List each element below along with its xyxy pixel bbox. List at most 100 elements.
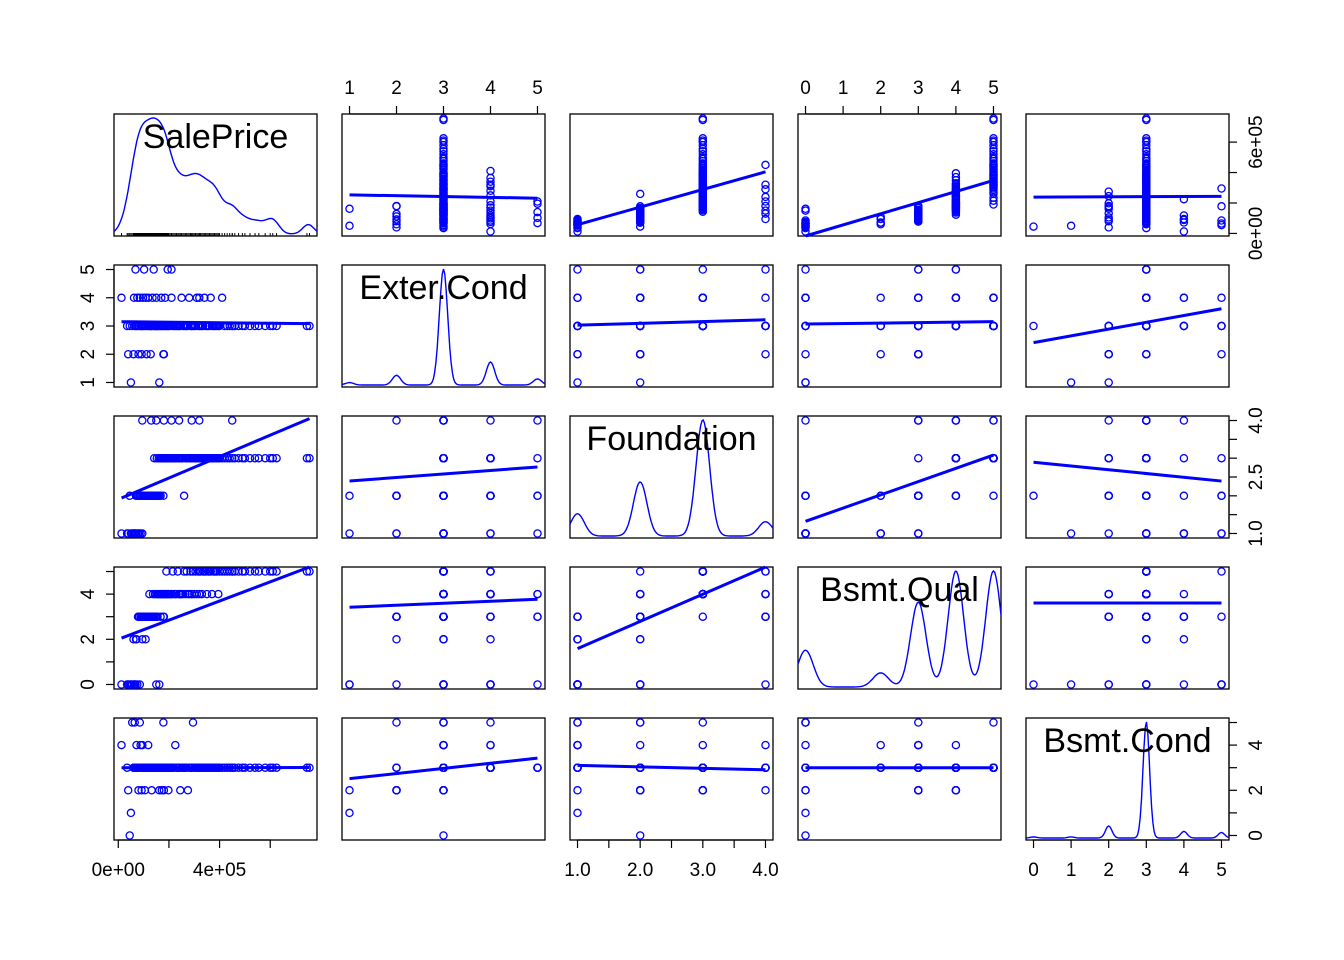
data-point — [635, 589, 645, 599]
data-point — [155, 680, 164, 689]
data-point — [486, 203, 495, 212]
data-point — [486, 206, 495, 215]
data-point — [126, 378, 136, 387]
data-point — [761, 197, 770, 206]
data-point — [142, 349, 151, 359]
panel-frame — [341, 717, 546, 841]
data-point — [227, 453, 237, 463]
panel-bsmt-qual-vs-exter-cond — [341, 566, 546, 690]
tick-label: 6e+05 — [1246, 115, 1267, 168]
data-point — [192, 589, 202, 599]
data-point — [1066, 529, 1076, 538]
data-point — [914, 293, 923, 303]
data-point — [698, 321, 708, 331]
fit-line — [576, 565, 767, 651]
data-point — [1104, 349, 1113, 359]
panels: SalePrice Exter.Cond Foundation Bsmt.Qual Bs… — [113, 113, 1230, 841]
panel-bsmt-qual-vs-bsmt-qual: Bsmt.Qual — [797, 566, 1002, 690]
tick-label: 4 — [78, 588, 99, 599]
data-point — [1217, 184, 1226, 193]
data-point — [1217, 453, 1226, 463]
data-point — [1104, 223, 1113, 232]
data-point — [240, 453, 250, 463]
data-point — [439, 612, 448, 621]
data-point — [1179, 529, 1189, 538]
data-point — [265, 453, 275, 463]
data-point — [392, 680, 401, 689]
data-point — [1104, 416, 1113, 425]
data-point — [207, 589, 217, 599]
data-point — [439, 160, 448, 170]
data-point — [138, 635, 147, 644]
data-point — [345, 808, 354, 818]
panel-saleprice-vs-saleprice: SalePrice — [113, 113, 318, 237]
data-point — [392, 220, 401, 229]
data-point — [1217, 219, 1226, 228]
fit-line — [349, 465, 538, 483]
tick-label: 1 — [344, 78, 355, 99]
fit-line — [805, 320, 994, 326]
data-point — [1142, 150, 1151, 159]
data-point — [876, 349, 885, 359]
data-point — [1029, 321, 1038, 331]
data-point — [149, 265, 158, 274]
data-point — [439, 134, 448, 143]
data-point — [801, 349, 810, 359]
panel-bsmt-cond-vs-bsmt-cond: Bsmt.Cond — [1025, 717, 1230, 841]
data-point — [1142, 612, 1151, 621]
data-point — [635, 680, 645, 689]
panel-frame — [569, 415, 774, 539]
data-point — [135, 680, 145, 689]
data-point — [131, 265, 140, 274]
data-point — [573, 265, 582, 274]
tick-label: 0 — [800, 78, 811, 99]
data-point — [761, 180, 770, 189]
panel-frame — [797, 415, 1002, 539]
data-point — [439, 740, 448, 750]
data-point — [533, 491, 542, 501]
panel-frame — [113, 717, 318, 841]
tick-label: 3 — [78, 321, 99, 332]
data-point — [439, 786, 448, 795]
data-point — [573, 378, 582, 387]
data-point — [761, 680, 770, 689]
data-point — [1217, 293, 1226, 303]
data-point — [486, 740, 495, 750]
panel-foundation-vs-bsmt-qual — [797, 415, 1002, 539]
data-point — [250, 567, 260, 576]
data-point — [167, 293, 176, 303]
data-point — [989, 718, 998, 727]
data-point — [573, 612, 582, 621]
data-point — [698, 718, 708, 727]
data-point — [137, 786, 146, 795]
data-point — [392, 635, 401, 644]
data-point — [486, 612, 495, 621]
data-point — [217, 293, 227, 303]
data-point — [635, 740, 645, 750]
fit-line — [1033, 194, 1222, 199]
panel-saleprice-vs-bsmt-cond — [1025, 113, 1230, 237]
data-point — [914, 529, 923, 538]
data-point — [164, 786, 173, 795]
data-point — [951, 416, 961, 425]
data-point — [160, 293, 170, 303]
data-point — [761, 293, 770, 303]
data-point — [132, 635, 141, 644]
tick-label: 1.0 — [564, 860, 590, 881]
data-point — [195, 293, 204, 303]
data-point — [1179, 321, 1189, 331]
tick-label: 3 — [1141, 860, 1152, 881]
data-point — [801, 491, 810, 501]
data-point — [439, 589, 448, 599]
data-point — [188, 718, 198, 727]
data-point — [989, 134, 998, 143]
data-point — [134, 786, 143, 795]
data-point — [168, 567, 177, 576]
data-point — [129, 635, 138, 644]
data-point — [951, 740, 961, 750]
data-point — [1179, 453, 1189, 463]
panel-frame — [341, 566, 546, 690]
data-point — [179, 491, 189, 501]
data-point — [1179, 227, 1189, 236]
data-point — [951, 178, 961, 188]
